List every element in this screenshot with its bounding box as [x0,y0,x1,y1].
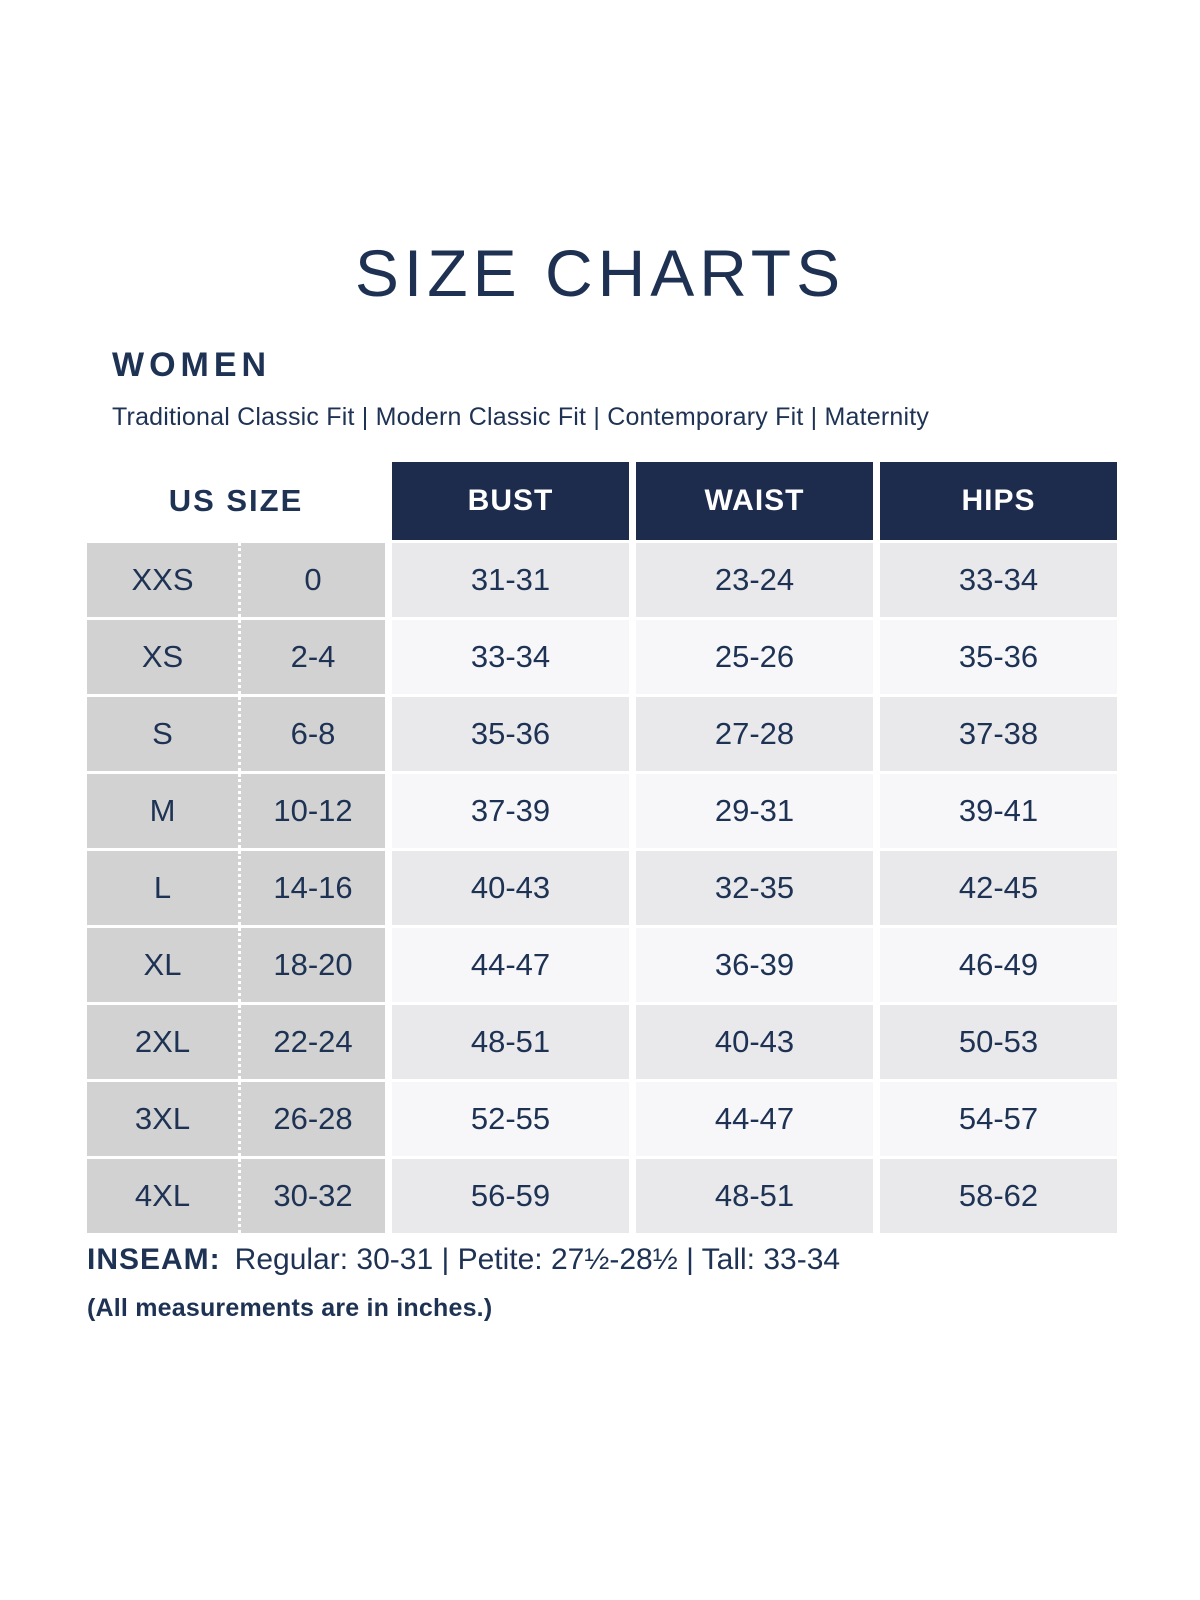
page-title: SIZE CHARTS [354,236,846,310]
cell-waist: 40-43 [636,1005,873,1079]
table-row-4xl: 4XL 30-32 56-59 48-51 58-62 [87,1159,1117,1233]
inseam-label: INSEAM: [87,1243,221,1276]
cell-hips: 50-53 [880,1005,1117,1079]
cell-hips: 39-41 [880,774,1117,848]
cell-waist: 23-24 [636,543,873,617]
cell-waist: 48-51 [636,1159,873,1233]
cell-bust: 48-51 [392,1005,629,1079]
bust-column-header: BUST [392,462,629,540]
cell-bust: 35-36 [392,697,629,771]
cell-size: XS [141,639,184,674]
cell-size: XL [143,947,182,982]
cell-us-size: 18-20 [238,928,385,1002]
hips-column-header: HIPS [880,462,1117,540]
size-pair: 3XL 26-28 [87,1082,385,1156]
cell-hips: 46-49 [880,928,1117,1002]
table-row-3xl: 3XL 26-28 52-55 44-47 54-57 [87,1082,1117,1156]
table-row-l: L 14-16 40-43 32-35 42-45 [87,851,1117,925]
cell-hips: 58-62 [880,1159,1117,1233]
table-row-xl: XL 18-20 44-47 36-39 46-49 [87,928,1117,1002]
size-pair: 4XL 30-32 [87,1159,385,1233]
size-pair: XS 2-4 [87,620,385,694]
cell-size: L [153,870,172,905]
cell-bust: 56-59 [392,1159,629,1233]
cell-bust: 40-43 [392,851,629,925]
section-heading-women: WOMEN [112,346,272,384]
cell-bust: 31-31 [392,543,629,617]
size-pair: 2XL 22-24 [87,1005,385,1079]
cell-us-size: 22-24 [238,1005,385,1079]
cell-hips: 54-57 [880,1082,1117,1156]
table-header-row: US SIZE BUST WAIST HIPS [87,462,1117,540]
cell-us-size: 26-28 [238,1082,385,1156]
cell-size: XXS [131,562,194,597]
cell-waist: 29-31 [636,774,873,848]
cell-size: 2XL [134,1024,191,1059]
cell-waist: 27-28 [636,697,873,771]
cell-hips: 35-36 [880,620,1117,694]
cell-waist: 25-26 [636,620,873,694]
cell-hips: 42-45 [880,851,1117,925]
measurements-note: (All measurements are in inches.) [87,1294,493,1322]
cell-size: M [149,793,176,828]
size-pair: S 6-8 [87,697,385,771]
cell-size: 3XL [134,1101,191,1136]
cell-hips: 33-34 [880,543,1117,617]
cell-size: 4XL [134,1178,191,1213]
cell-us-size: 30-32 [238,1159,385,1233]
cell-waist: 36-39 [636,928,873,1002]
inseam-line: INSEAM: Regular: 30-31 | Petite: 27½-28½ … [87,1243,840,1276]
cell-us-size: 14-16 [238,851,385,925]
cell-bust: 44-47 [392,928,629,1002]
table-row-m: M 10-12 37-39 29-31 39-41 [87,774,1117,848]
us-size-column-header: US SIZE [87,462,385,540]
size-pair: L 14-16 [87,851,385,925]
cell-bust: 37-39 [392,774,629,848]
cell-us-size: 10-12 [238,774,385,848]
table-row-xs: XS 2-4 33-34 25-26 35-36 [87,620,1117,694]
cell-bust: 33-34 [392,620,629,694]
inseam-values: Regular: 30-31 | Petite: 27½-28½ | Tall:… [234,1243,841,1276]
size-pair: XL 18-20 [87,928,385,1002]
cell-waist: 32-35 [636,851,873,925]
size-pair: M 10-12 [87,774,385,848]
fit-types-line: Traditional Classic Fit | Modern Classic… [112,403,930,431]
table-row-xxs: XXS 0 31-31 23-24 33-34 [87,543,1117,617]
waist-column-header: WAIST [636,462,873,540]
size-pair: XXS 0 [87,543,385,617]
cell-size: S [152,716,173,751]
cell-bust: 52-55 [392,1082,629,1156]
cell-us-size: 0 [238,543,385,617]
women-size-table: US SIZE BUST WAIST HIPS XXS 0 31-31 23-2… [87,462,1117,1236]
table-row-2xl: 2XL 22-24 48-51 40-43 50-53 [87,1005,1117,1079]
cell-waist: 44-47 [636,1082,873,1156]
cell-hips: 37-38 [880,697,1117,771]
cell-us-size: 6-8 [238,697,385,771]
table-row-s: S 6-8 35-36 27-28 37-38 [87,697,1117,771]
cell-us-size: 2-4 [238,620,385,694]
